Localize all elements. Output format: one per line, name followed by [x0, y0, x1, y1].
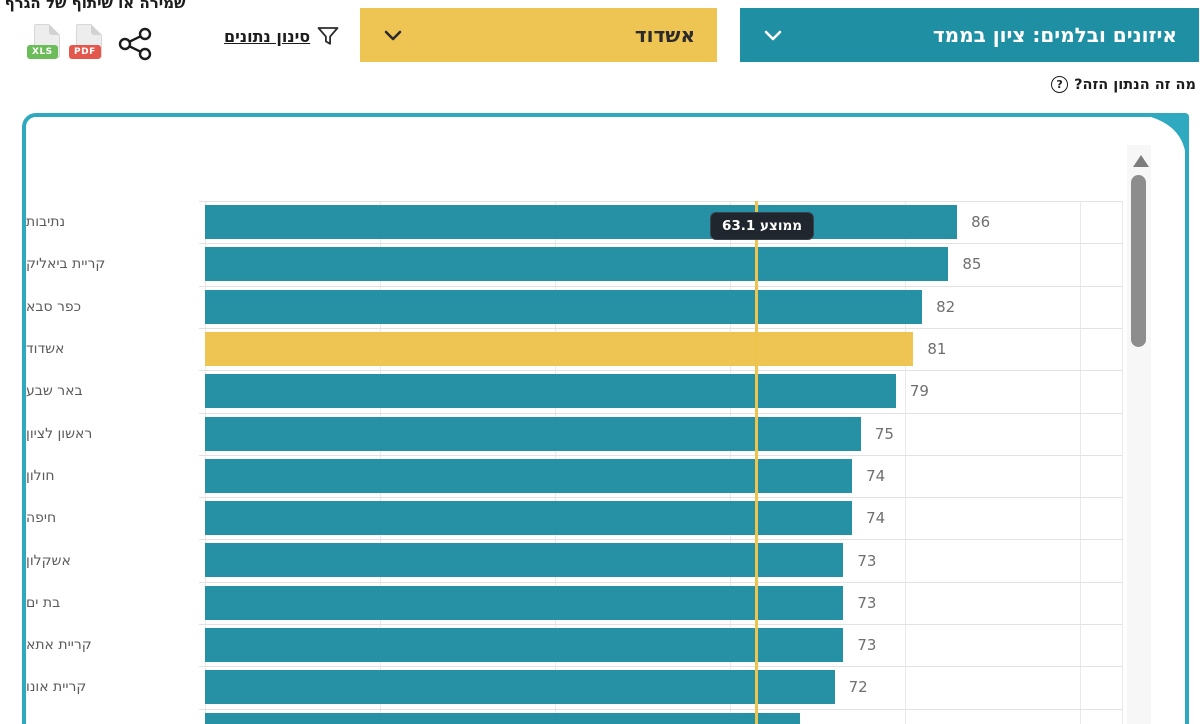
bar-value-label: 73: [857, 593, 877, 612]
bar[interactable]: [205, 374, 896, 409]
chevron-down-icon: [384, 30, 402, 41]
share-icon: [118, 27, 152, 61]
row-separator: [199, 454, 1122, 456]
bar[interactable]: [205, 628, 844, 662]
bar-category-label: קריית אונו: [26, 679, 87, 696]
bar-category-label: נתיבות: [26, 214, 66, 231]
scroll-up-arrow-icon[interactable]: [1133, 155, 1149, 167]
xls-badge: XLS: [27, 45, 58, 59]
bar-category-label: קריית ביאליק: [26, 256, 106, 273]
bar-category-label: חיפה: [26, 510, 57, 527]
bar-category-label: חולון: [26, 467, 55, 484]
city-dropdown[interactable]: אשדוד: [360, 8, 717, 62]
export-xls-button[interactable]: XLS: [27, 24, 60, 60]
row-separator: [199, 370, 1122, 372]
row-separator: [199, 708, 1122, 710]
city-dropdown-value: אשדוד: [634, 23, 695, 47]
bar-value-label: 73: [857, 636, 877, 655]
export-pdf-button[interactable]: PDF: [69, 24, 102, 60]
bar-category-label: בת ים: [26, 594, 61, 611]
row-separator: [199, 201, 1122, 202]
gridline: [904, 201, 906, 724]
gridline: [1079, 201, 1081, 724]
chart-plot-area: נתיבות 86 קריית ביאליק 85 כפר סבא 82 אשדוד 81 בא…: [26, 117, 1185, 724]
filter-data-label: סינון נתונים: [224, 26, 311, 46]
bar-value-label: 85: [962, 255, 982, 274]
bar-value-label: 79: [909, 382, 929, 401]
bar-category-label: קריית אתא: [26, 637, 92, 654]
bar-category-label: כפר סבא: [26, 298, 82, 315]
row-separator: [199, 666, 1122, 668]
row-separator: [199, 539, 1122, 541]
what-is-this-data-link[interactable]: מה זה הנתון הזה? ?: [1051, 76, 1196, 93]
share-button[interactable]: [117, 27, 155, 61]
save-share-title: שמירה או שיתוף של הגרף: [4, 0, 186, 12]
bar[interactable]: [205, 416, 861, 451]
row-separator: [199, 624, 1122, 625]
what-is-this-data-label: מה זה הנתון הזה?: [1074, 76, 1196, 93]
row-separator: [199, 285, 1122, 287]
bar[interactable]: [205, 205, 958, 239]
bar[interactable]: [205, 331, 914, 366]
chart-scrollbar-thumb[interactable]: [1131, 175, 1146, 347]
bar[interactable]: [205, 247, 949, 282]
bar-value-label: 81: [927, 340, 947, 359]
plot-right-border: [1122, 201, 1123, 724]
chevron-down-icon: [764, 30, 782, 41]
metric-dropdown-value: איזונים ובלמים: ציון בממד: [932, 23, 1177, 47]
pdf-badge: PDF: [69, 45, 101, 59]
row-separator: [199, 581, 1122, 583]
bar-value-label: 82: [936, 297, 956, 316]
bar[interactable]: [205, 585, 844, 620]
row-separator: [199, 412, 1122, 414]
bar-value-label: 74: [866, 466, 886, 485]
bar[interactable]: [205, 712, 800, 724]
bar-category-label: ראשון לציון: [26, 425, 93, 442]
row-separator: [199, 497, 1122, 499]
average-tooltip: ממוצע 63.1: [710, 212, 814, 240]
row-separator: [199, 327, 1122, 329]
bar-category-label: אשקלון: [26, 552, 71, 569]
bar[interactable]: [205, 670, 835, 705]
bar-category-label: באר שבע: [26, 383, 83, 400]
bar[interactable]: [205, 543, 844, 578]
bar[interactable]: [205, 501, 853, 536]
bar-value-label: 75: [874, 424, 894, 443]
funnel-icon: [317, 27, 339, 45]
bar-category-label: אשדוד: [26, 341, 65, 358]
bar-value-label: 86: [971, 213, 991, 232]
bar-value-label: 72: [848, 678, 868, 697]
bar[interactable]: [205, 458, 853, 493]
chart-card: נתיבות 86 קריית ביאליק 85 כפר סבא 82 אשדוד 81 בא…: [22, 113, 1189, 724]
average-line: [755, 201, 759, 724]
row-separator: [199, 243, 1122, 245]
question-circle-icon: ?: [1051, 76, 1069, 93]
filter-data-link[interactable]: סינון נתונים: [224, 24, 340, 48]
bar[interactable]: [205, 289, 923, 324]
bar-value-label: 74: [866, 509, 886, 528]
bar-value-label: 73: [857, 551, 877, 570]
metric-dropdown[interactable]: איזונים ובלמים: ציון בממד: [740, 8, 1199, 62]
